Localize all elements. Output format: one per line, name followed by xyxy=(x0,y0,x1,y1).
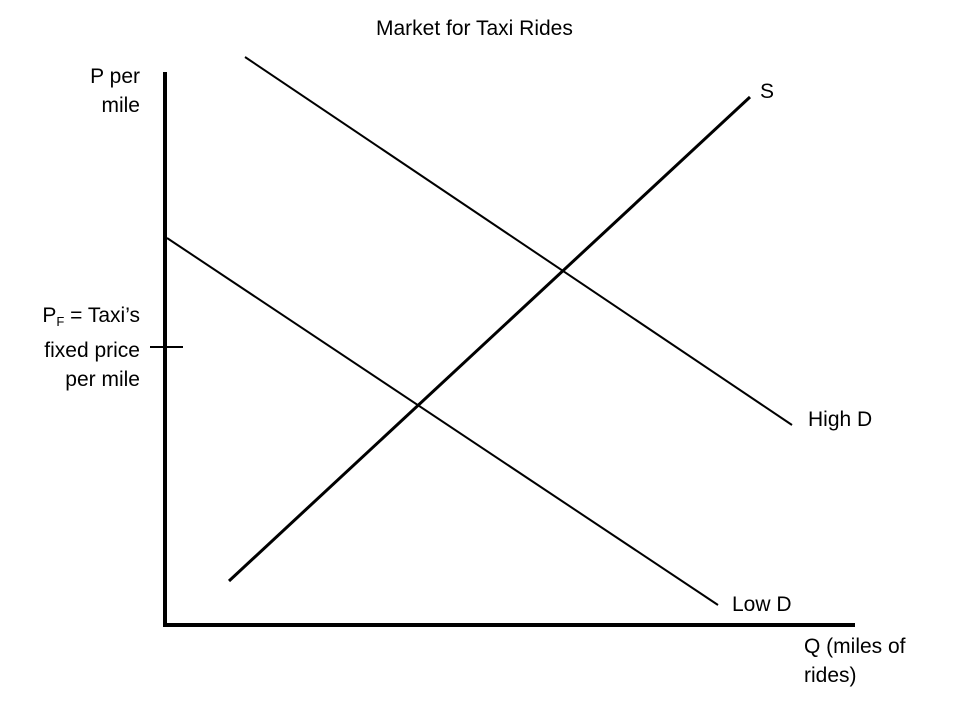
price-label-rest: = Taxi’s xyxy=(64,304,140,327)
fixed-price-label: PF = Taxi’s fixed price per mile xyxy=(42,301,140,394)
price-symbol: P xyxy=(42,304,57,327)
supply-label: S xyxy=(760,80,775,103)
low-demand-label: Low D xyxy=(732,593,792,616)
y-axis-label-line2: mile xyxy=(101,94,140,117)
y-axis-label-line1: P per xyxy=(90,65,140,88)
x-axis-label-line2: rides) xyxy=(804,664,857,687)
high-demand-label: High D xyxy=(808,408,873,431)
fixed-price-label-line1: PF = Taxi’s xyxy=(42,301,140,336)
low-demand-curve xyxy=(166,237,719,606)
fixed-price-label-line3: per mile xyxy=(65,368,140,391)
chart-title: Market for Taxi Rides xyxy=(376,17,573,40)
price-subscript: F xyxy=(56,314,65,329)
high-demand-curve xyxy=(244,56,793,426)
x-axis-label: Q (miles of rides) xyxy=(804,632,906,690)
fixed-price-label-line2: fixed price xyxy=(44,339,140,362)
x-axis-label-line1: Q (miles of xyxy=(804,635,906,658)
y-axis-label: P per mile xyxy=(90,62,140,120)
supply-curve xyxy=(227,95,752,583)
